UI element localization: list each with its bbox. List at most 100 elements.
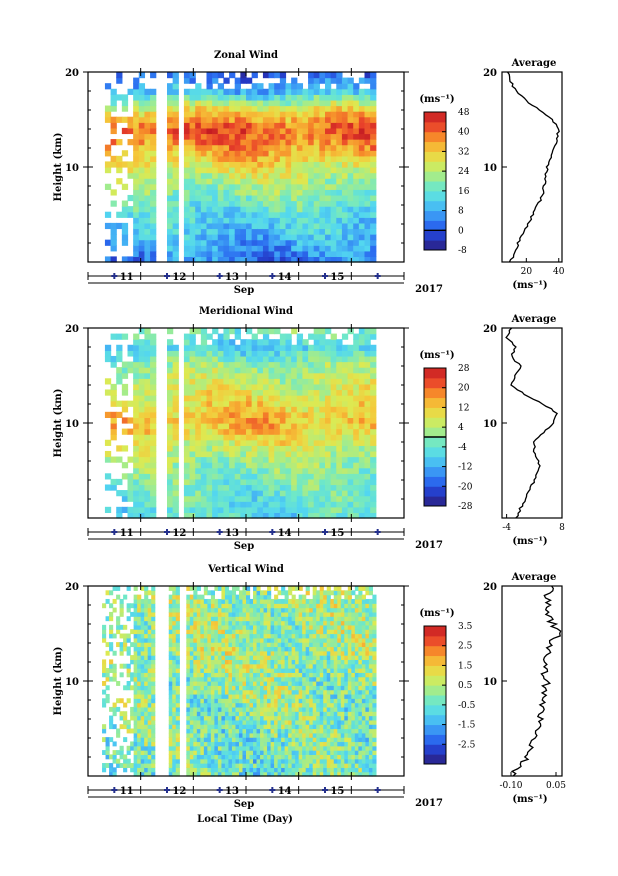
heatmap-cell: [291, 361, 298, 368]
heatmap-cell: [330, 250, 337, 258]
heatmap-cell: [313, 161, 320, 168]
heatmap-cell: [200, 728, 205, 734]
heatmap-cell: [240, 222, 247, 230]
heatmap-cell: [206, 133, 213, 140]
heatmap-cell: [195, 189, 202, 196]
heatmap-cell: [277, 763, 282, 768]
heatmap-cell: [223, 150, 230, 157]
heatmap-cell: [228, 672, 233, 678]
heatmap-cell: [291, 633, 296, 639]
heatmap-cell: [195, 172, 202, 179]
heatmap-cell: [347, 172, 354, 179]
heatmap-cell: [302, 378, 309, 385]
heatmap-cell: [238, 763, 244, 768]
heatmap-cell: [175, 685, 180, 691]
heatmap-cell: [313, 434, 320, 441]
heatmap-cell: [137, 603, 142, 609]
heatmap-cell: [217, 737, 223, 743]
heatmap-cell: [358, 77, 366, 84]
heatmap-cell: [195, 250, 202, 258]
heatmap-cell: [251, 222, 258, 230]
heatmap-cell: [358, 473, 366, 480]
heatmap-cell: [353, 395, 360, 402]
heatmap-cell: [200, 616, 205, 622]
heatmap-cell: [336, 83, 343, 90]
heatmap-cell: [167, 127, 174, 135]
heatmap-cell: [253, 706, 258, 712]
heatmap-cell: [223, 133, 230, 140]
heatmap-cell: [203, 611, 208, 617]
heatmap-cell: [229, 328, 236, 335]
heatmap-cell: [195, 378, 202, 385]
heatmap-cell: [251, 417, 258, 424]
heatmap-cell: [130, 767, 135, 773]
heatmap-cell: [102, 672, 107, 678]
heatmap-cell: [189, 383, 196, 391]
heatmap-cell: [313, 250, 320, 258]
heatmap-cell: [313, 83, 320, 90]
heatmap-cell: [195, 194, 202, 202]
x-tick-label: 14: [278, 528, 292, 539]
heatmap-cell: [302, 439, 309, 446]
heatmap-cell: [207, 659, 212, 665]
heatmap-cell: [296, 350, 304, 357]
heatmap-cell: [358, 411, 366, 419]
heatmap-cell: [203, 741, 208, 747]
heatmap-cell: [242, 698, 247, 704]
heatmap-cell: [189, 189, 196, 196]
heatmap-cell: [353, 512, 360, 519]
heatmap-cell: [370, 133, 377, 140]
heatmap-cell: [221, 737, 226, 743]
heatmap-cell: [133, 445, 140, 452]
heatmap-cell: [229, 400, 236, 407]
heatmap-cell: [210, 681, 215, 686]
heatmap-cell: [270, 745, 275, 751]
heatmap-cell: [240, 139, 247, 146]
heatmap-cell: [172, 250, 179, 258]
heatmap-cell: [298, 594, 303, 600]
heatmap-cell: [144, 395, 151, 402]
heatmap-cell: [246, 378, 253, 385]
heatmap-cell: [119, 611, 124, 617]
heatmap-cell: [353, 88, 360, 95]
heatmap-cell: [285, 378, 292, 385]
heatmap-cell: [253, 689, 258, 695]
heatmap-cell: [140, 624, 145, 630]
heatmap-cell: [200, 689, 205, 695]
heatmap-cell: [234, 400, 241, 407]
heatmap-cell: [257, 411, 264, 419]
heatmap-cell: [224, 698, 230, 704]
heatmap-cell: [193, 655, 198, 661]
heatmap-cell: [330, 211, 337, 218]
heatmap-cell: [302, 456, 309, 463]
heatmap-cell: [302, 150, 309, 157]
heatmap-cell: [212, 139, 219, 146]
heatmap-cell: [133, 495, 140, 502]
heatmap-cell: [138, 339, 146, 346]
heatmap-cell: [104, 506, 112, 514]
heatmap-cell: [288, 629, 293, 635]
heatmap-cell: [207, 624, 212, 630]
heatmap-cell: [172, 698, 177, 704]
heatmap-cell: [235, 642, 240, 648]
heatmap-cell: [217, 620, 223, 626]
heatmap-cell: [364, 133, 371, 140]
heatmap-cell: [325, 250, 332, 258]
heatmap-cell: [313, 228, 320, 235]
heatmap-cell: [285, 350, 292, 357]
heatmap-cell: [330, 222, 337, 230]
heatmap-cell: [256, 672, 261, 678]
heatmap-cell: [210, 737, 215, 743]
heatmap-cell: [256, 702, 261, 708]
heatmap-cell: [224, 771, 230, 777]
heatmap-cell: [137, 689, 142, 695]
heatmap-cell: [262, 406, 270, 413]
heatmap-cell: [110, 400, 117, 407]
heatmap-cell: [223, 378, 230, 385]
heatmap-cell: [189, 629, 194, 635]
heatmap-cell: [330, 155, 337, 163]
heatmap-cell: [353, 428, 360, 435]
heatmap-cell: [196, 681, 201, 686]
heatmap-cell: [175, 698, 180, 704]
heatmap-cell: [308, 333, 315, 340]
